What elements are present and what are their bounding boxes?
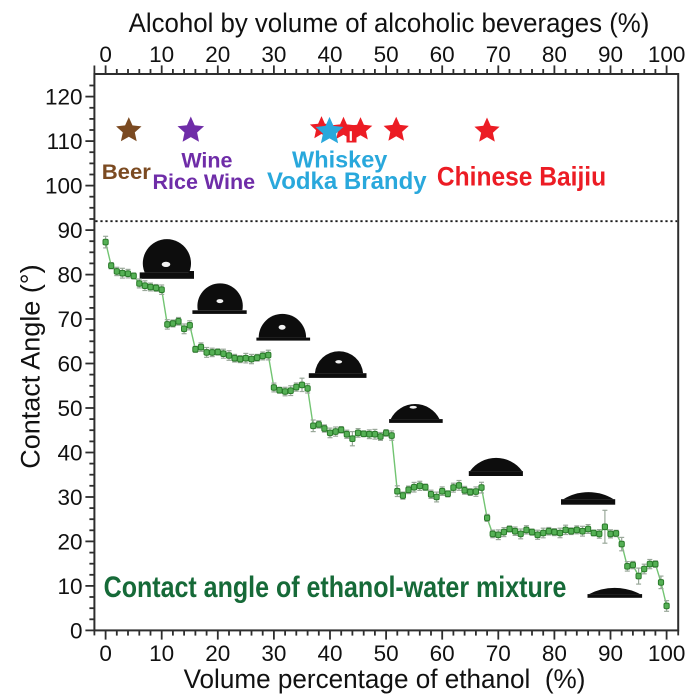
- svg-text:50: 50: [374, 641, 399, 666]
- svg-text:Volume percentage of ethanol: Volume percentage of ethanol (%): [184, 663, 586, 693]
- svg-text:Rice Wine: Rice Wine: [153, 170, 256, 194]
- svg-text:30: 30: [261, 42, 286, 67]
- svg-text:40: 40: [317, 42, 342, 67]
- svg-text:Beer: Beer: [102, 159, 152, 184]
- svg-text:40: 40: [57, 441, 82, 466]
- svg-text:Whiskey: Whiskey: [292, 147, 387, 173]
- svg-text:90: 90: [598, 42, 623, 67]
- svg-text:30: 30: [57, 485, 82, 510]
- svg-text:70: 70: [486, 42, 511, 67]
- svg-text:100: 100: [45, 174, 83, 199]
- svg-text:20: 20: [205, 42, 230, 67]
- svg-text:10: 10: [149, 641, 174, 666]
- svg-text:0: 0: [99, 641, 112, 666]
- svg-text:80: 80: [542, 641, 567, 666]
- svg-text:80: 80: [542, 42, 567, 67]
- svg-text:70: 70: [486, 641, 511, 666]
- svg-text:40: 40: [317, 641, 342, 666]
- svg-text:30: 30: [261, 641, 286, 666]
- svg-text:60: 60: [430, 641, 455, 666]
- svg-text:Chinese Baijiu: Chinese Baijiu: [437, 163, 606, 192]
- svg-text:20: 20: [57, 529, 82, 554]
- svg-text:80: 80: [57, 263, 82, 288]
- svg-text:Contact angle of ethanol-water: Contact angle of ethanol-water mixture: [104, 570, 567, 604]
- svg-text:60: 60: [57, 352, 82, 377]
- svg-text:60: 60: [430, 42, 455, 67]
- svg-text:20: 20: [205, 641, 230, 666]
- svg-text:0: 0: [99, 42, 112, 67]
- svg-text:10: 10: [57, 574, 82, 599]
- svg-text:0: 0: [70, 618, 83, 643]
- svg-text:90: 90: [598, 641, 623, 666]
- svg-text:10: 10: [149, 42, 174, 67]
- svg-text:70: 70: [57, 307, 82, 332]
- svg-text:90: 90: [57, 218, 82, 243]
- svg-text:100: 100: [648, 42, 686, 67]
- svg-text:110: 110: [47, 129, 83, 154]
- svg-text:Vodka Brandy: Vodka Brandy: [267, 168, 427, 195]
- svg-text:50: 50: [57, 396, 82, 421]
- svg-text:100: 100: [648, 641, 686, 666]
- svg-text:Contact Angle (°): Contact Angle (°): [16, 264, 46, 468]
- svg-text:Alcohol by volume of alcoholic: Alcohol by volume of alcoholic beverages…: [129, 8, 650, 39]
- svg-text:120: 120: [45, 85, 83, 110]
- svg-text:Wine: Wine: [181, 148, 232, 172]
- svg-text:50: 50: [374, 42, 399, 67]
